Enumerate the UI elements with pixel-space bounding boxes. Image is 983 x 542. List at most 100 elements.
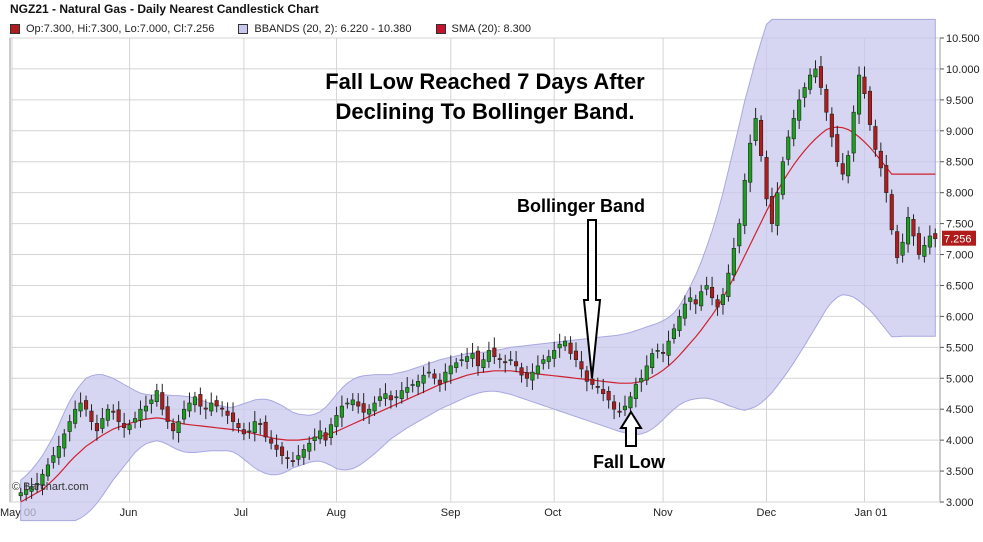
candle-body: [290, 460, 295, 463]
candle-body: [269, 438, 274, 444]
legend-sma-label: SMA (20): 8.300: [451, 23, 532, 35]
candle-body: [323, 432, 328, 441]
candle-body: [546, 356, 551, 362]
candle-body: [73, 408, 78, 424]
y-tick-label: 5.000: [946, 373, 974, 385]
x-tick-label: Nov: [653, 507, 673, 519]
fall-low-label: Fall Low: [593, 452, 665, 472]
legend-bbands-label: BBANDS (20, 2): 6.220 - 10.380: [254, 23, 412, 35]
candle-body: [699, 291, 704, 307]
candle-body: [274, 444, 279, 450]
candle-body: [508, 359, 513, 362]
candle-body: [312, 436, 317, 442]
candle-body: [895, 231, 900, 258]
candle-body: [748, 142, 753, 183]
candle-body: [285, 457, 290, 460]
candle-body: [62, 433, 67, 449]
candle-body: [176, 421, 181, 434]
candle-body: [225, 410, 230, 416]
candle-body: [56, 445, 61, 458]
candle-body: [89, 410, 94, 422]
y-tick-label: 9.500: [946, 95, 974, 107]
candle-body: [775, 192, 780, 226]
legend-ohlc: Op:7.300, Hi:7.300, Lo:7.000, Cl:7.256: [10, 23, 214, 35]
candle-body: [111, 410, 116, 413]
candle-body: [900, 241, 905, 256]
candle-body: [372, 402, 377, 412]
candle-body: [927, 235, 932, 248]
candle-body: [18, 492, 23, 497]
candle-body: [541, 359, 546, 364]
candle-body: [318, 430, 323, 440]
legend: Op:7.300, Hi:7.300, Lo:7.000, Cl:7.256 B…: [10, 21, 940, 37]
candle-body: [535, 365, 540, 375]
candle-body: [568, 342, 573, 354]
candle-body: [100, 418, 105, 429]
candle-body: [726, 272, 731, 297]
candle-body: [715, 299, 720, 308]
candle-body: [122, 423, 127, 428]
bollinger-band-label: Bollinger Band: [517, 196, 646, 216]
candle-body: [45, 464, 51, 477]
candle-body: [742, 180, 747, 226]
candle-body: [165, 406, 170, 422]
candle-body: [187, 402, 192, 412]
candle-body: [916, 233, 922, 255]
fall-low-arrow: [619, 410, 643, 447]
y-tick-label: 7.000: [946, 250, 974, 262]
y-tick-label: 10.500: [946, 33, 980, 45]
candle-body: [377, 396, 383, 401]
candle-body: [573, 350, 579, 360]
candle-body: [432, 373, 437, 379]
x-tick-label: Jun: [120, 507, 138, 519]
candle-body: [339, 405, 344, 418]
x-tick-label: Jan 01: [855, 507, 888, 519]
candle-body: [731, 248, 736, 276]
candle-body: [279, 446, 285, 456]
legend-sma: SMA (20): 8.300: [435, 23, 532, 35]
candle-body: [519, 367, 524, 376]
candle-body: [660, 351, 666, 354]
candle-body: [94, 423, 99, 432]
candle-body: [769, 196, 775, 224]
candle-body: [388, 395, 393, 401]
candle-body: [786, 136, 791, 160]
candle-body: [867, 90, 873, 125]
x-tick-label: Jul: [234, 507, 248, 519]
candle-body: [328, 424, 334, 439]
candle-body: [138, 408, 143, 421]
y-tick-label: 10.000: [946, 64, 980, 76]
candle-body: [682, 303, 687, 319]
y-tick-label: 8.000: [946, 188, 974, 200]
candle-body: [334, 415, 339, 427]
candle-body: [617, 410, 622, 413]
candle-body: [655, 350, 660, 352]
y-tick-label: 8.500: [946, 157, 974, 169]
candle-body: [470, 353, 475, 359]
bollinger-band: [20, 18, 936, 522]
candle-body: [421, 374, 426, 384]
candle-body: [704, 285, 709, 290]
candle-body: [590, 378, 595, 385]
candle-body: [214, 400, 219, 407]
headline-line-2: Declining To Bollinger Band.: [335, 99, 635, 124]
legend-ohlc-label: Op:7.300, Hi:7.300, Lo:7.000, Cl:7.256: [26, 23, 215, 35]
candle-body: [394, 396, 399, 399]
candle-body: [807, 74, 813, 90]
candle-body: [475, 350, 481, 367]
candle-body: [737, 223, 742, 247]
candle-body: [650, 353, 655, 368]
x-tick-label: Sep: [441, 507, 461, 519]
candle-body: [622, 405, 628, 411]
candle-body: [437, 379, 442, 385]
candle-body: [530, 371, 535, 381]
candle-body: [133, 418, 138, 423]
barchart-watermark: © Barchart.com: [12, 481, 89, 493]
candle-body: [252, 421, 257, 434]
candle-body: [873, 126, 878, 150]
candle-body: [557, 343, 562, 349]
candle-body: [884, 165, 889, 193]
candle-body: [780, 161, 785, 195]
candle-body: [307, 442, 312, 452]
candle-body: [34, 483, 40, 485]
